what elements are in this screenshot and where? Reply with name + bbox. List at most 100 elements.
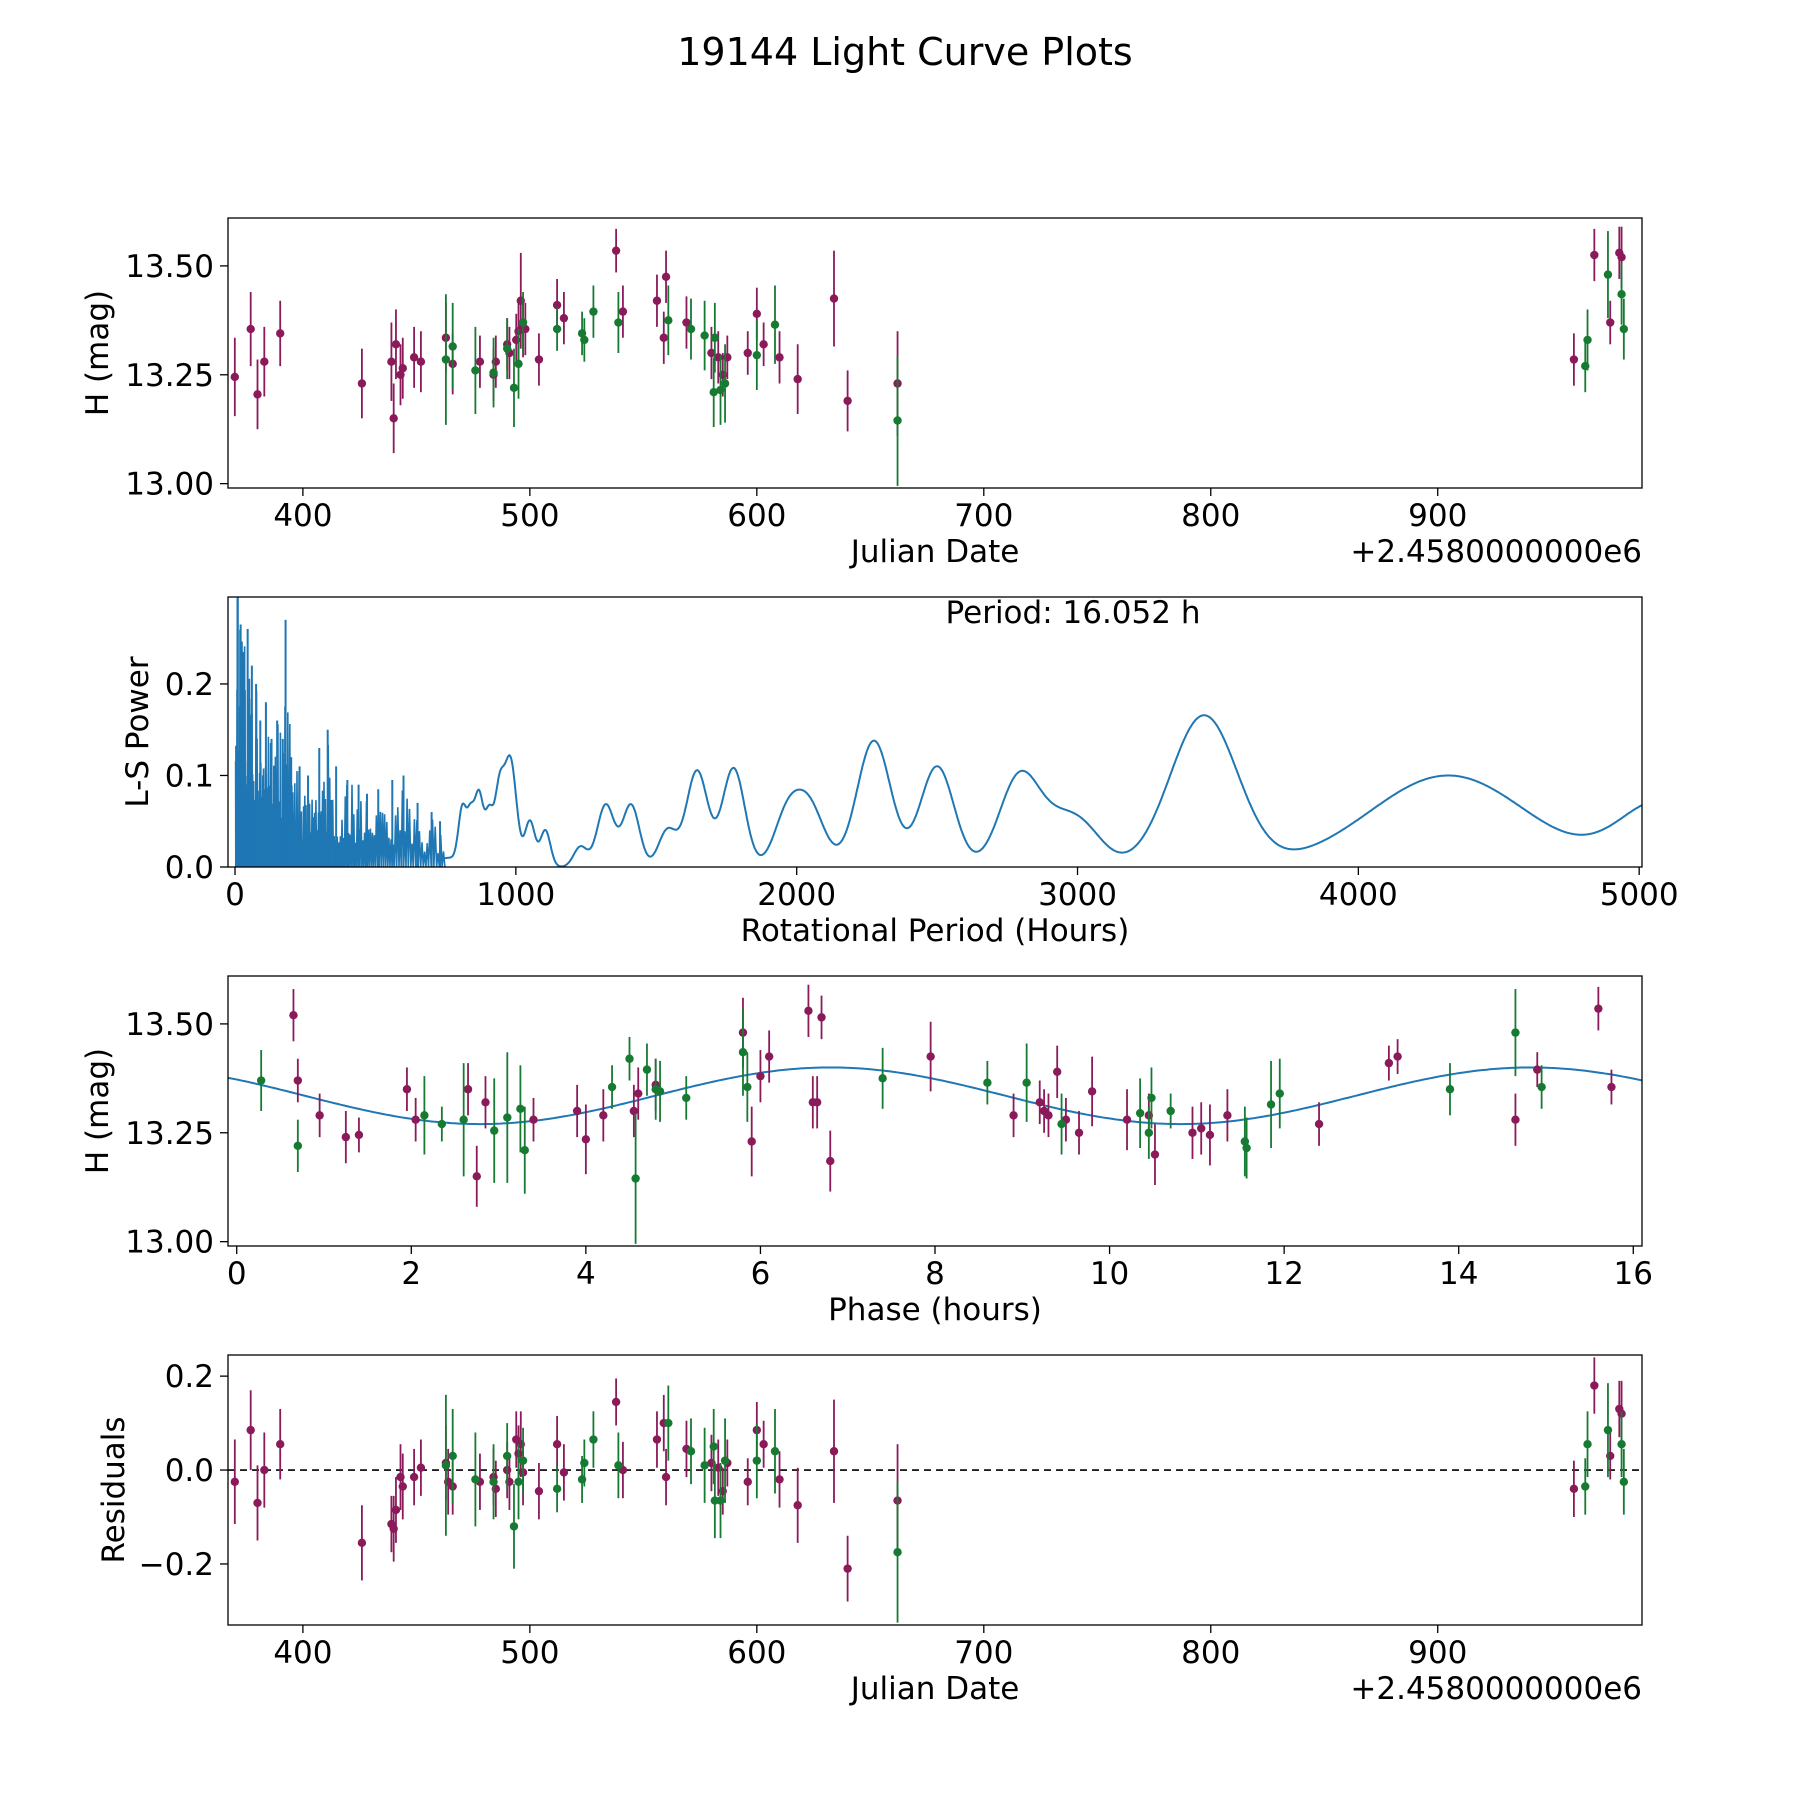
data-point-r xyxy=(634,1089,643,1098)
data-point-g xyxy=(743,1082,752,1092)
y-tick-label: 0.1 xyxy=(165,758,214,794)
data-point-g xyxy=(709,387,718,397)
data-point-r xyxy=(411,1115,420,1124)
data-point-g xyxy=(1275,1089,1284,1098)
data-point-g xyxy=(1617,290,1626,299)
x-tick-label: 500 xyxy=(500,1635,559,1671)
data-point-g xyxy=(878,1074,887,1083)
data-point-g xyxy=(1445,1085,1455,1094)
clipped-plot xyxy=(228,984,1642,1244)
x-tick-label: 6 xyxy=(751,1256,771,1292)
data-point-g xyxy=(437,1119,447,1129)
figure-title: 19144 Light Curve Plots xyxy=(677,30,1132,74)
x-tick-label: 0 xyxy=(227,1256,247,1292)
data-point-r xyxy=(1087,1087,1097,1096)
data-point-g xyxy=(642,1065,652,1074)
data-point-r xyxy=(812,1098,822,1107)
data-point-g xyxy=(1057,1119,1066,1129)
data-point-r xyxy=(1511,1115,1520,1124)
x-tick-label: 600 xyxy=(727,1635,786,1671)
data-point-r xyxy=(341,1132,351,1142)
periodogram-forest xyxy=(234,598,446,867)
phased-frame xyxy=(227,975,1643,1247)
data-point-g xyxy=(625,1054,634,1063)
data-point-g xyxy=(441,355,451,364)
data-point-g xyxy=(710,333,720,342)
data-point-g xyxy=(1022,1078,1031,1087)
data-point-r xyxy=(1607,1082,1616,1092)
data-point-g xyxy=(459,1115,468,1124)
data-point-r xyxy=(1223,1111,1232,1120)
data-point-g xyxy=(1511,1028,1520,1037)
data-point-r xyxy=(652,296,662,305)
data-point-r xyxy=(534,355,544,364)
residuals-plot-area xyxy=(228,1357,1642,1623)
data-point-r xyxy=(398,364,407,373)
data-point-r xyxy=(230,372,240,382)
phased-panel: 0 2 4 6 8 10 12 14 16 13.00 13.25 13.50 Phase (hour… xyxy=(80,975,1653,1328)
data-point-g xyxy=(1581,1482,1590,1491)
x-tick-label: 3000 xyxy=(1038,877,1117,913)
x-tick-label: 400 xyxy=(273,1635,332,1671)
data-point-r xyxy=(1606,318,1615,327)
y-tick-label: −0.2 xyxy=(139,1547,214,1583)
y-tick-label: 13.00 xyxy=(125,467,214,503)
data-point-r xyxy=(775,1475,784,1484)
data-point-g xyxy=(1537,1082,1546,1092)
data-point-r xyxy=(743,1477,752,1486)
data-point-r xyxy=(652,1435,662,1444)
data-point-g xyxy=(716,1496,725,1505)
data-point-r xyxy=(618,307,628,316)
data-point-g xyxy=(516,1104,525,1114)
periodogram-frame xyxy=(227,596,1643,868)
data-point-g xyxy=(700,331,709,340)
data-point-g xyxy=(1166,1106,1175,1116)
y-tick-label: 0.0 xyxy=(165,1453,214,1489)
data-point-r xyxy=(707,348,716,358)
data-point-r xyxy=(793,374,802,384)
data-point-r xyxy=(559,1468,569,1477)
x-tick-label: 0 xyxy=(225,877,245,913)
data-point-r xyxy=(611,246,621,255)
data-point-g xyxy=(1242,1143,1251,1153)
y-tick-label: 13.25 xyxy=(125,358,214,394)
y-tick-label: 13.00 xyxy=(125,1225,214,1261)
data-point-g xyxy=(607,1082,617,1092)
data-point-r xyxy=(398,1482,407,1491)
data-point-g xyxy=(1144,1128,1154,1137)
data-point-g xyxy=(1647,297,1655,305)
data-point-g xyxy=(1266,1100,1276,1109)
y-tick-label: 0.2 xyxy=(165,1359,214,1395)
lightcurve-ylabel: H (mag) xyxy=(80,290,116,416)
data-point-r xyxy=(1617,252,1626,262)
y-tick-label: 0.0 xyxy=(165,850,214,886)
data-point-r xyxy=(1590,1381,1599,1390)
data-point-r xyxy=(659,333,668,342)
x-tick-label: 10 xyxy=(1090,1256,1129,1292)
data-point-g xyxy=(893,1548,902,1557)
data-point-r xyxy=(775,353,784,362)
periodogram-panel: 0 1000 2000 3000 4000 5000 0.0 0.1 0.2 Period: 1… xyxy=(120,595,1679,949)
data-point-r xyxy=(463,1085,473,1094)
data-point-r xyxy=(315,1111,324,1120)
periodogram-xlabel: Rotational Period (Hours) xyxy=(741,913,1130,949)
data-point-g xyxy=(893,416,902,425)
x-tick-label: 900 xyxy=(1408,498,1467,534)
data-point-r xyxy=(1393,1052,1402,1061)
periodogram-plot-area xyxy=(234,597,1642,867)
residuals-ylabel: Residuals xyxy=(96,1416,132,1563)
data-point-g xyxy=(471,366,480,375)
y-tick-label: 13.50 xyxy=(125,249,214,285)
data-point-r xyxy=(246,324,255,334)
data-point-r xyxy=(581,1135,591,1144)
x-tick-label: 5000 xyxy=(1600,877,1679,913)
data-point-g xyxy=(448,342,457,351)
data-point-g xyxy=(686,1447,696,1456)
data-point-r xyxy=(1009,1111,1018,1120)
data-point-r xyxy=(599,1111,608,1120)
x-tick-label: 500 xyxy=(500,498,559,534)
data-point-g xyxy=(720,1456,730,1465)
data-point-g xyxy=(503,1113,512,1122)
data-point-r xyxy=(389,414,398,423)
data-point-r xyxy=(534,1486,544,1496)
